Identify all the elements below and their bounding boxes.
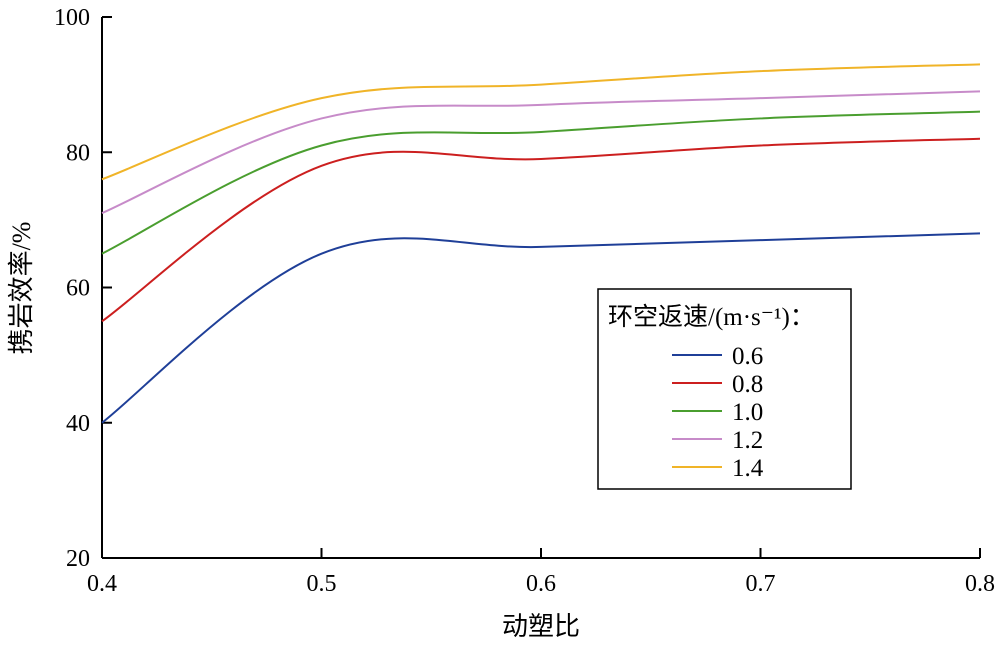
legend-box <box>597 288 852 490</box>
y-ticks: 20 40 60 80 100 <box>54 5 112 572</box>
x-tick-label: 0.5 <box>307 571 337 597</box>
series-lines <box>101 63 981 424</box>
legend-label: 0.6 <box>732 343 763 370</box>
legend-label: 1.0 <box>732 399 763 426</box>
series-line-0-6 <box>101 232 981 424</box>
x-tick-label: 0.7 <box>746 571 776 597</box>
x-tick-label: 0.4 <box>87 571 117 597</box>
series-line-0-8 <box>101 137 981 323</box>
series-line-1-4 <box>101 63 981 181</box>
legend-label: 0.8 <box>732 371 763 398</box>
x-ticks: 0.4 0.5 0.6 0.7 0.8 <box>87 548 995 597</box>
y-tick-label: 100 <box>54 5 90 31</box>
legend: 环空返速/(m·s⁻¹)： 0.60.81.01.21.4 <box>597 288 852 490</box>
y-axis-title: 携岩效率/% <box>7 222 36 355</box>
legend-label: 1.2 <box>732 427 763 454</box>
x-tick-label: 0.8 <box>965 571 995 597</box>
series-line-1-0 <box>101 110 981 255</box>
plot-area: 0.4 0.5 0.6 0.7 0.8 20 40 60 80 100 <box>54 5 995 597</box>
y-tick-label: 20 <box>66 546 90 572</box>
y-tick-label: 60 <box>66 276 90 302</box>
x-axis-title: 动塑比 <box>502 612 580 641</box>
series-line-1-2 <box>101 90 981 215</box>
y-tick-label: 80 <box>66 140 90 166</box>
y-tick-label: 40 <box>66 411 90 437</box>
legend-entries: 0.60.81.01.21.4 <box>672 343 764 482</box>
legend-title: 环空返速/(m·s⁻¹)： <box>608 303 815 331</box>
x-tick-label: 0.6 <box>526 571 556 597</box>
legend-label: 1.4 <box>732 455 764 482</box>
